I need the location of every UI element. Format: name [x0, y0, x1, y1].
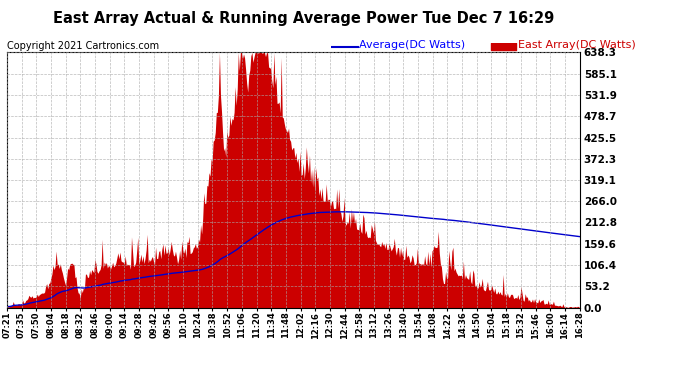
- Text: Copyright 2021 Cartronics.com: Copyright 2021 Cartronics.com: [7, 41, 159, 51]
- Text: Average(DC Watts): Average(DC Watts): [359, 40, 465, 50]
- Text: East Array(DC Watts): East Array(DC Watts): [518, 40, 635, 50]
- Text: East Array Actual & Running Average Power Tue Dec 7 16:29: East Array Actual & Running Average Powe…: [53, 11, 554, 26]
